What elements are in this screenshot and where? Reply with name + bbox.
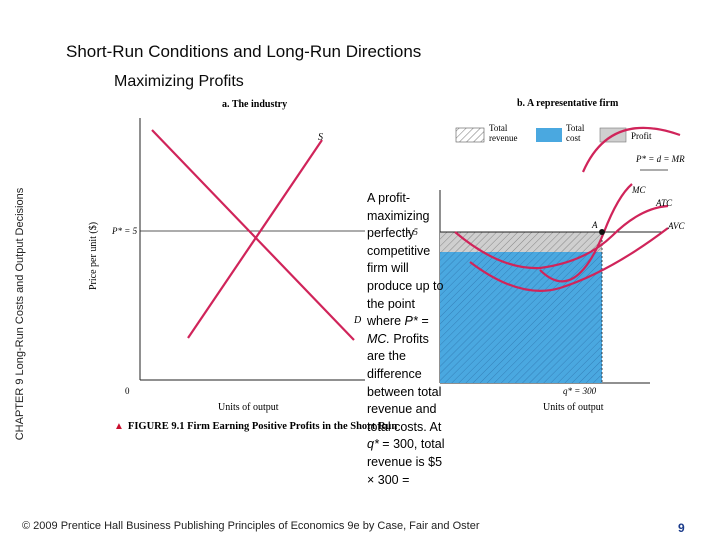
callout-line2: Profits are the difference between total… xyxy=(367,331,442,434)
panel-b-price-right-label: = 5 xyxy=(405,227,418,237)
price-line-label: P* = d = MR xyxy=(635,154,685,164)
callout-text: A profit-maximizing perfectly competitiv… xyxy=(367,190,445,489)
quantity-label: q* = 300 xyxy=(563,386,597,396)
mc-label: MC xyxy=(631,185,646,195)
callout-q-label: q* xyxy=(367,437,379,452)
panel-a-title: a. The industry xyxy=(222,99,287,110)
panel-b-xlabel: Units of output xyxy=(543,402,604,413)
panel-a-price-label: P* = 5 xyxy=(111,226,138,236)
avc-label: AVC xyxy=(667,221,686,231)
panel-a: a. The industry Price per unit ($) 0 Uni… xyxy=(88,99,365,413)
profit-area xyxy=(440,232,602,252)
panel-a-xlabel: Units of output xyxy=(218,402,279,413)
legend-total-cost-label: Total cost xyxy=(566,123,585,143)
atc-curve xyxy=(454,204,669,270)
page-number: 9 xyxy=(678,521,685,535)
panel-b-title: b. A representative firm xyxy=(517,98,619,109)
point-a-label: A xyxy=(591,220,598,230)
legend-total-revenue-swatch xyxy=(455,127,485,143)
point-a xyxy=(599,229,605,235)
figure-caption: ▲ FIGURE 9.1 Firm Earning Positive Profit… xyxy=(114,421,397,432)
slide-title: Short-Run Conditions and Long-Run Direct… xyxy=(66,42,422,61)
atc-label: ATC xyxy=(655,198,673,208)
footer-text: © 2009 Prentice Hall Business Publishing… xyxy=(22,520,480,532)
callout-formula: P* = MC. xyxy=(367,314,429,346)
panel-b: b. A representative firm Total revenue To… xyxy=(405,98,686,413)
avc-curve xyxy=(469,227,669,292)
demand-label: D xyxy=(353,315,362,326)
legend-total-revenue-label: Total revenue xyxy=(489,123,517,143)
panel-a-ylabel: Price per unit ($) xyxy=(88,222,99,290)
legend-profit-label: Profit xyxy=(631,131,652,141)
caption-text: FIGURE 9.1 Firm Earning Positive Profits… xyxy=(127,421,398,432)
callout-line1: A profit-maximizing perfectly competitiv… xyxy=(367,191,444,329)
supply-curve xyxy=(187,139,323,339)
upper-curve xyxy=(581,126,681,173)
callout-line3: = 300, total revenue is $5 × 300 = xyxy=(367,437,445,487)
demand-curve xyxy=(151,129,355,341)
mc-curve xyxy=(539,183,633,283)
supply-label: S xyxy=(318,132,323,143)
legend-total-cost-swatch xyxy=(536,128,562,142)
panel-a-origin: 0 xyxy=(125,386,130,396)
caption-triangle-icon: ▲ xyxy=(114,421,124,432)
slide-subtitle: Maximizing Profits xyxy=(114,73,244,90)
total-cost-area xyxy=(440,252,602,383)
